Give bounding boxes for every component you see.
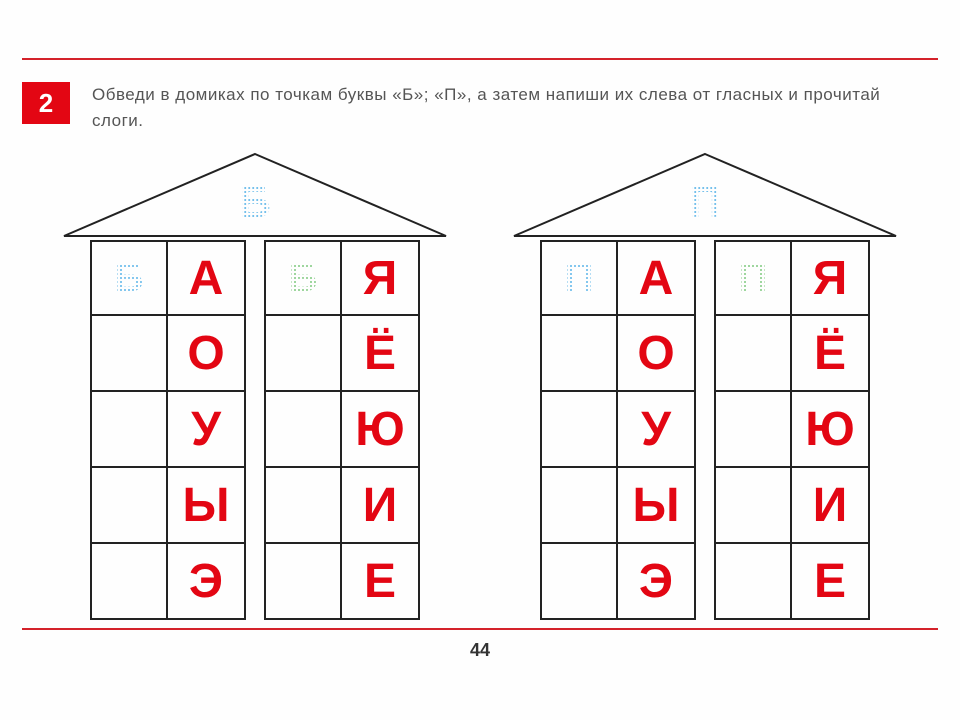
- table-row: У: [90, 392, 246, 468]
- empty-cell: [716, 392, 792, 466]
- task-number-text: 2: [39, 88, 53, 119]
- empty-cell: [92, 316, 168, 390]
- consonant-cell: Б: [266, 242, 342, 314]
- vowel-cell: Э: [618, 544, 694, 618]
- empty-cell: [716, 316, 792, 390]
- vowel-cell: Ё: [792, 316, 868, 390]
- empty-cell: [266, 544, 342, 618]
- vowel-cell: И: [342, 468, 418, 542]
- vowel-cell: У: [618, 392, 694, 466]
- vowel-cell: Ё: [342, 316, 418, 390]
- table-row: Е: [264, 544, 420, 620]
- table-row: Ё: [714, 316, 870, 392]
- house-2-col-2: П Я Ё Ю И Е: [714, 240, 870, 620]
- house-1: Б Б А О У Ы: [60, 150, 450, 620]
- vowel-cell: Ю: [342, 392, 418, 466]
- vowel-cell: Я: [342, 242, 418, 314]
- table-row: Э: [90, 544, 246, 620]
- table-row: Б А: [90, 240, 246, 316]
- vowel-cell: О: [168, 316, 244, 390]
- house-1-roof: Б: [60, 150, 450, 240]
- house-2-roof: П: [510, 150, 900, 240]
- vowel-cell: Я: [792, 242, 868, 314]
- house-1-col-1: Б А О У Ы Э: [90, 240, 246, 620]
- table-row: Ё: [264, 316, 420, 392]
- empty-cell: [266, 316, 342, 390]
- house-1-col-2: Б Я Ё Ю И Е: [264, 240, 420, 620]
- empty-cell: [92, 544, 168, 618]
- vowel-cell: А: [168, 242, 244, 314]
- empty-cell: [716, 468, 792, 542]
- empty-cell: [542, 544, 618, 618]
- consonant-cell: П: [716, 242, 792, 314]
- table-row: Ю: [714, 392, 870, 468]
- instruction-text: Обведи в домиках по точкам буквы «Б»; «П…: [92, 82, 920, 133]
- empty-cell: [716, 544, 792, 618]
- task-number-badge: 2: [22, 82, 70, 124]
- page-number: 44: [0, 640, 960, 661]
- consonant-cell: Б: [92, 242, 168, 314]
- vowel-cell: Ы: [168, 468, 244, 542]
- empty-cell: [92, 392, 168, 466]
- bottom-rule: [22, 628, 938, 630]
- house-1-roof-letter: Б: [239, 178, 271, 228]
- vowel-cell: О: [618, 316, 694, 390]
- house-2: П П А О У Ы: [510, 150, 900, 620]
- vowel-cell: Ю: [792, 392, 868, 466]
- table-row: У: [540, 392, 696, 468]
- table-row: П Я: [714, 240, 870, 316]
- vowel-cell: Э: [168, 544, 244, 618]
- vowel-cell: У: [168, 392, 244, 466]
- vowel-cell: Е: [792, 544, 868, 618]
- consonant-cell: П: [542, 242, 618, 314]
- empty-cell: [542, 392, 618, 466]
- table-row: О: [540, 316, 696, 392]
- empty-cell: [266, 468, 342, 542]
- table-row: О: [90, 316, 246, 392]
- table-row: И: [264, 468, 420, 544]
- vowel-cell: И: [792, 468, 868, 542]
- house-1-body: Б А О У Ы Э: [90, 240, 420, 620]
- house-2-roof-letter: П: [689, 178, 721, 228]
- table-row: Э: [540, 544, 696, 620]
- empty-cell: [266, 392, 342, 466]
- table-row: Ы: [540, 468, 696, 544]
- empty-cell: [542, 316, 618, 390]
- table-row: Е: [714, 544, 870, 620]
- house-2-body: П А О У Ы Э: [540, 240, 870, 620]
- table-row: Б Я: [264, 240, 420, 316]
- empty-cell: [542, 468, 618, 542]
- table-row: И: [714, 468, 870, 544]
- vowel-cell: Ы: [618, 468, 694, 542]
- houses-container: Б Б А О У Ы: [60, 150, 900, 620]
- top-rule: [22, 58, 938, 60]
- vowel-cell: Е: [342, 544, 418, 618]
- table-row: П А: [540, 240, 696, 316]
- table-row: Ы: [90, 468, 246, 544]
- table-row: Ю: [264, 392, 420, 468]
- empty-cell: [92, 468, 168, 542]
- vowel-cell: А: [618, 242, 694, 314]
- house-2-col-1: П А О У Ы Э: [540, 240, 696, 620]
